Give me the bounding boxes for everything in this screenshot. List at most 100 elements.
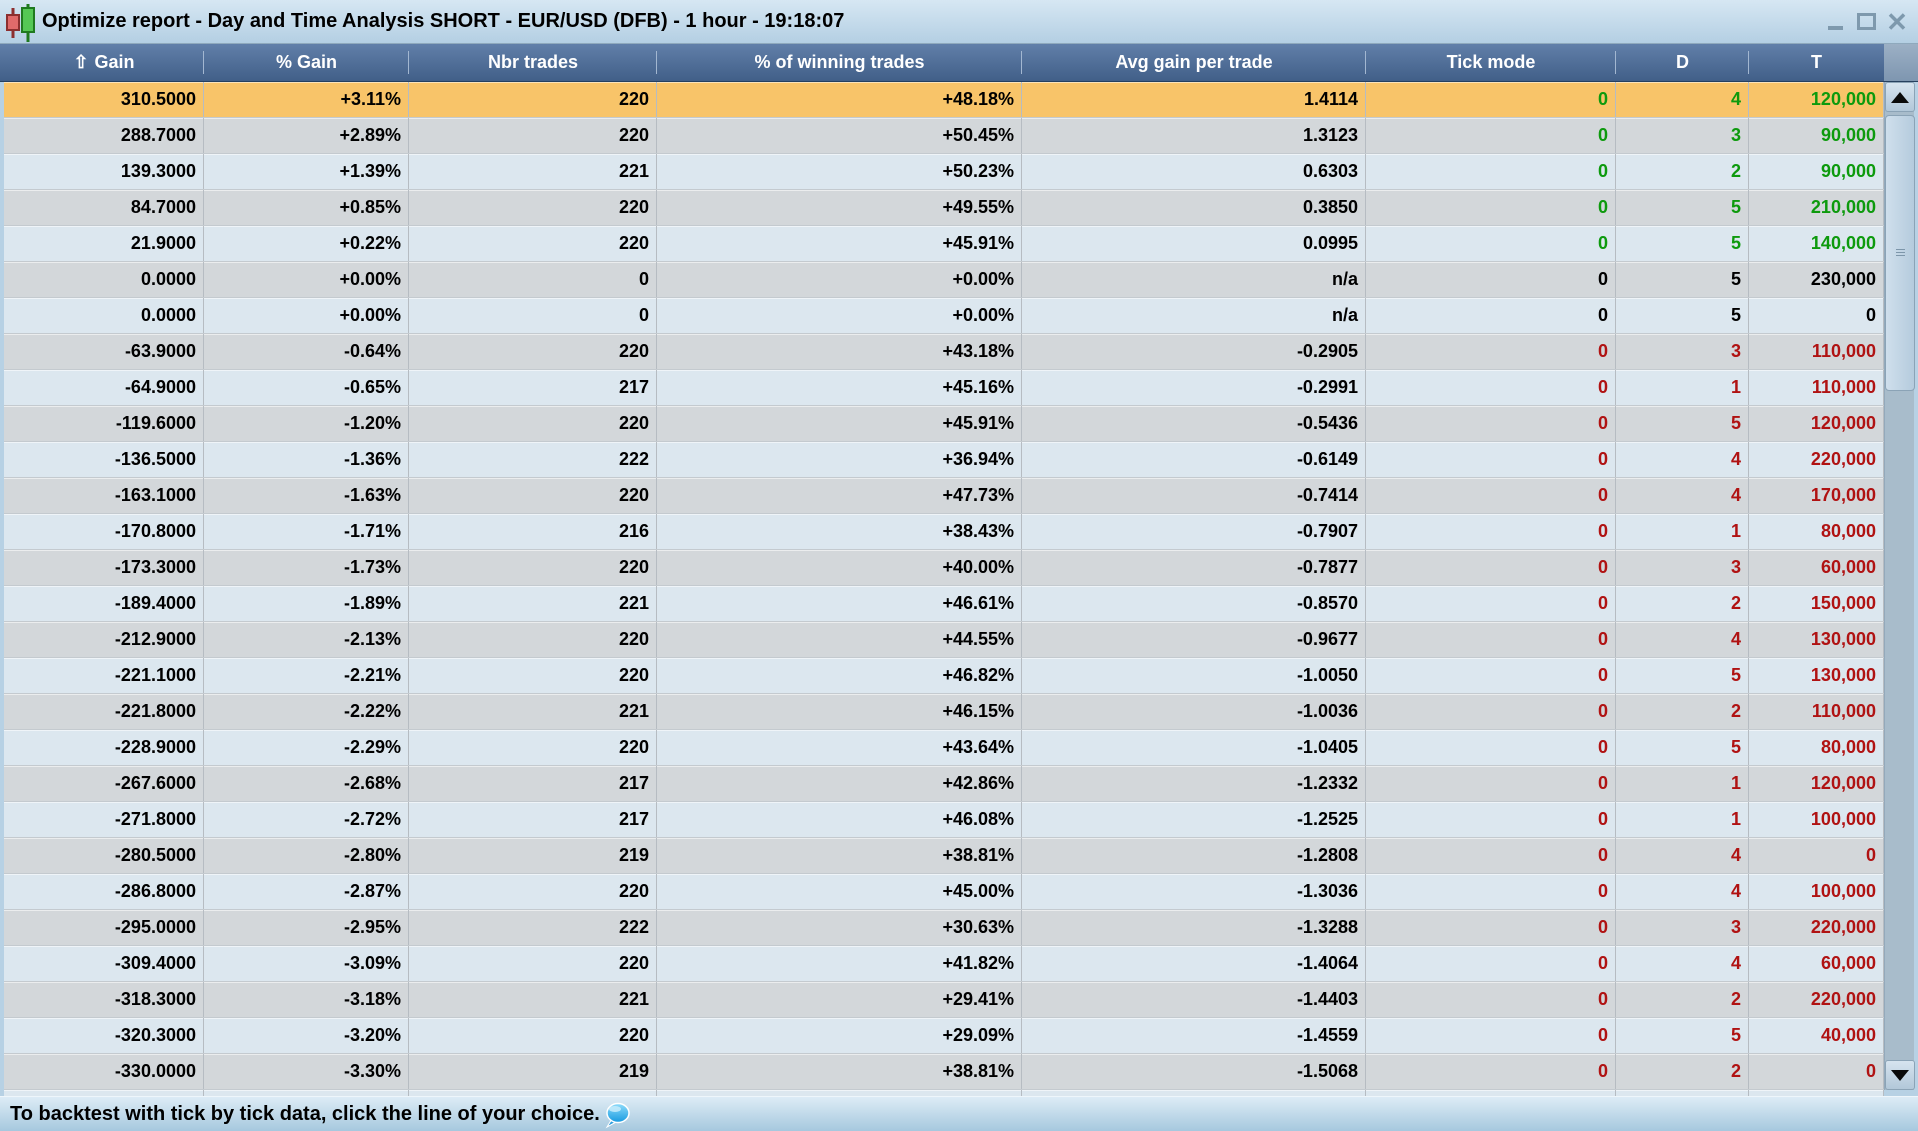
cell-gain_pct: -3.30%: [204, 1054, 409, 1089]
cell-nbr_trades: 222: [409, 442, 657, 477]
cell-avg_gain: -0.7414: [1022, 478, 1366, 513]
column-header-gain_pct[interactable]: % Gain: [204, 44, 409, 81]
vertical-scrollbar[interactable]: [1884, 82, 1915, 1090]
table-row[interactable]: -63.9000 -0.64% 220 +43.18% -0.2905 0 3 110,000: [4, 334, 1884, 370]
cell-win_pct: +45.91%: [657, 406, 1022, 441]
minimize-button[interactable]: [1824, 11, 1846, 33]
column-header-t[interactable]: T: [1749, 44, 1884, 81]
table-row[interactable]: -318.3000 -3.18% 221 +29.41% -1.4403 0 2 220,00…: [4, 982, 1884, 1018]
cell-t: 120,000: [1749, 82, 1884, 117]
table-row[interactable]: -286.8000 -2.87% 220 +45.00% -1.3036 0 4 100,00…: [4, 874, 1884, 910]
table-row[interactable]: -136.5000 -1.36% 222 +36.94% -0.6149 0 4 220,00…: [4, 442, 1884, 478]
table-row[interactable]: 139.3000 +1.39% 221 +50.23% 0.6303 0 2 90,000: [4, 154, 1884, 190]
table-row-partial[interactable]: [4, 1090, 1884, 1096]
cell-d: 5: [1616, 658, 1749, 693]
cell-gain_pct: -1.89%: [204, 586, 409, 621]
table-row-selected[interactable]: 310.5000 +3.11% 220 +48.18% 1.4114 0 4 120,000: [4, 82, 1884, 118]
cell-gain: -163.1000: [4, 478, 204, 513]
cell-d: 2: [1616, 586, 1749, 621]
close-button[interactable]: ✕: [1886, 6, 1908, 37]
cell-tick_mode: 0: [1366, 334, 1616, 369]
cell-d: 5: [1616, 190, 1749, 225]
table-row[interactable]: -173.3000 -1.73% 220 +40.00% -0.7877 0 3 60,000: [4, 550, 1884, 586]
column-header-gain[interactable]: ⇧ Gain: [4, 44, 204, 81]
table-row[interactable]: -64.9000 -0.65% 217 +45.16% -0.2991 0 1 110,000: [4, 370, 1884, 406]
cell-empty: [1616, 1090, 1749, 1096]
candlestick-chart-icon: [6, 3, 35, 42]
cell-empty: [1749, 1090, 1884, 1096]
cell-d: 5: [1616, 262, 1749, 297]
cell-tick_mode: 0: [1366, 658, 1616, 693]
cell-tick_mode: 0: [1366, 190, 1616, 225]
cell-t: 80,000: [1749, 730, 1884, 765]
cell-empty: [1366, 1090, 1616, 1096]
column-header-nbr_trades[interactable]: Nbr trades: [409, 44, 657, 81]
column-header-tick_mode[interactable]: Tick mode: [1366, 44, 1616, 81]
table-row[interactable]: -267.6000 -2.68% 217 +42.86% -1.2332 0 1 120,00…: [4, 766, 1884, 802]
cell-d: 1: [1616, 370, 1749, 405]
cell-tick_mode: 0: [1366, 1018, 1616, 1053]
table-row[interactable]: -221.1000 -2.21% 220 +46.82% -1.0050 0 5 130,00…: [4, 658, 1884, 694]
column-header-label: Avg gain per trade: [1115, 52, 1273, 72]
table-row[interactable]: 84.7000 +0.85% 220 +49.55% 0.3850 0 5 210,000: [4, 190, 1884, 226]
table-row[interactable]: -228.9000 -2.29% 220 +43.64% -1.0405 0 5 80,000: [4, 730, 1884, 766]
scroll-down-button[interactable]: [1885, 1060, 1915, 1090]
table-row[interactable]: 288.7000 +2.89% 220 +50.45% 1.3123 0 3 90,000: [4, 118, 1884, 154]
cell-gain_pct: -1.63%: [204, 478, 409, 513]
table-row[interactable]: -309.4000 -3.09% 220 +41.82% -1.4064 0 4 60,000: [4, 946, 1884, 982]
column-header-avg_gain[interactable]: Avg gain per trade: [1022, 44, 1366, 81]
cell-win_pct: +29.41%: [657, 982, 1022, 1017]
cell-avg_gain: -0.5436: [1022, 406, 1366, 441]
cell-t: 0: [1749, 1054, 1884, 1089]
table-row[interactable]: -163.1000 -1.63% 220 +47.73% -0.7414 0 4 170,00…: [4, 478, 1884, 514]
cell-win_pct: +0.00%: [657, 262, 1022, 297]
cell-tick_mode: 0: [1366, 1054, 1616, 1089]
cell-d: 4: [1616, 478, 1749, 513]
cell-win_pct: +43.18%: [657, 334, 1022, 369]
cell-avg_gain: -1.4559: [1022, 1018, 1366, 1053]
cell-gain_pct: -2.68%: [204, 766, 409, 801]
scrollbar-thumb[interactable]: [1885, 115, 1915, 391]
cell-tick_mode: 0: [1366, 226, 1616, 261]
table-row[interactable]: -280.5000 -2.80% 219 +38.81% -1.2808 0 4 0: [4, 838, 1884, 874]
column-header-win_pct[interactable]: % of winning trades: [657, 44, 1022, 81]
table-row[interactable]: -271.8000 -2.72% 217 +46.08% -1.2525 0 1 100,00…: [4, 802, 1884, 838]
table-row[interactable]: -295.0000 -2.95% 222 +30.63% -1.3288 0 3 220,00…: [4, 910, 1884, 946]
table-row[interactable]: -330.0000 -3.30% 219 +38.81% -1.5068 0 2 0: [4, 1054, 1884, 1090]
cell-gain: -318.3000: [4, 982, 204, 1017]
table-row[interactable]: 0.0000 +0.00% 0 +0.00% n/a 0 5 230,000: [4, 262, 1884, 298]
cell-d: 1: [1616, 514, 1749, 549]
cell-tick_mode: 0: [1366, 802, 1616, 837]
cell-d: 5: [1616, 406, 1749, 441]
table-row[interactable]: 0.0000 +0.00% 0 +0.00% n/a 0 5 0: [4, 298, 1884, 334]
cell-avg_gain: -0.2905: [1022, 334, 1366, 369]
maximize-button[interactable]: [1855, 11, 1877, 33]
cell-win_pct: +0.00%: [657, 298, 1022, 333]
column-header-d[interactable]: D: [1616, 44, 1749, 81]
table-row[interactable]: 21.9000 +0.22% 220 +45.91% 0.0995 0 5 140,000: [4, 226, 1884, 262]
table-row[interactable]: -170.8000 -1.71% 216 +38.43% -0.7907 0 1 80,000: [4, 514, 1884, 550]
scroll-down-arrow-icon: [1891, 1069, 1909, 1081]
table-row[interactable]: -119.6000 -1.20% 220 +45.91% -0.5436 0 5 120,00…: [4, 406, 1884, 442]
table-row[interactable]: -221.8000 -2.22% 221 +46.15% -1.0036 0 2 110,00…: [4, 694, 1884, 730]
cell-d: 1: [1616, 766, 1749, 801]
table-row[interactable]: -212.9000 -2.13% 220 +44.55% -0.9677 0 4 130,00…: [4, 622, 1884, 658]
cell-t: 40,000: [1749, 1018, 1884, 1053]
table-row[interactable]: -320.3000 -3.20% 220 +29.09% -1.4559 0 5 40,000: [4, 1018, 1884, 1054]
window-controls: ✕: [1824, 6, 1908, 37]
cell-gain_pct: -2.87%: [204, 874, 409, 909]
cell-nbr_trades: 220: [409, 946, 657, 981]
cell-gain: -320.3000: [4, 1018, 204, 1053]
table-row[interactable]: -189.4000 -1.89% 221 +46.61% -0.8570 0 2 150,00…: [4, 586, 1884, 622]
cell-avg_gain: -0.2991: [1022, 370, 1366, 405]
cell-nbr_trades: 219: [409, 1054, 657, 1089]
header-corner: [1884, 44, 1918, 81]
cell-gain_pct: +3.11%: [204, 82, 409, 117]
cell-avg_gain: n/a: [1022, 262, 1366, 297]
cell-tick_mode: 0: [1366, 118, 1616, 153]
scroll-up-button[interactable]: [1885, 82, 1915, 112]
cell-avg_gain: -1.5068: [1022, 1054, 1366, 1089]
cell-win_pct: +46.08%: [657, 802, 1022, 837]
cell-win_pct: +45.16%: [657, 370, 1022, 405]
column-header-label: D: [1676, 52, 1689, 72]
